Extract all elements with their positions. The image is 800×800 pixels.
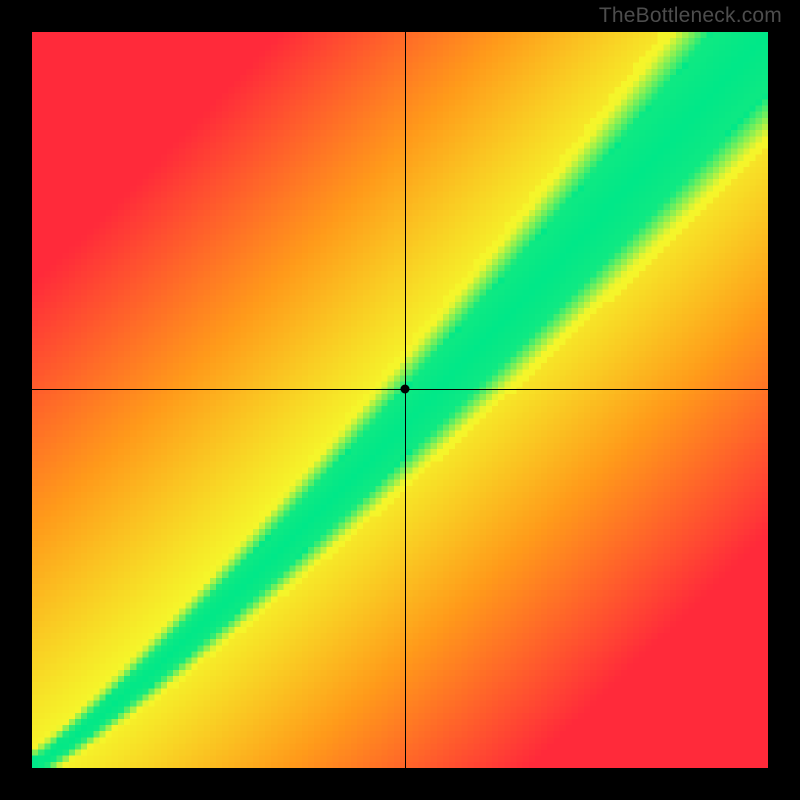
plot-area [32, 32, 768, 768]
chart-container: TheBottleneck.com [0, 0, 800, 800]
watermark-text: TheBottleneck.com [599, 4, 782, 28]
crosshair-marker [401, 384, 410, 393]
heatmap-canvas [32, 32, 768, 768]
crosshair-vertical [405, 32, 406, 768]
